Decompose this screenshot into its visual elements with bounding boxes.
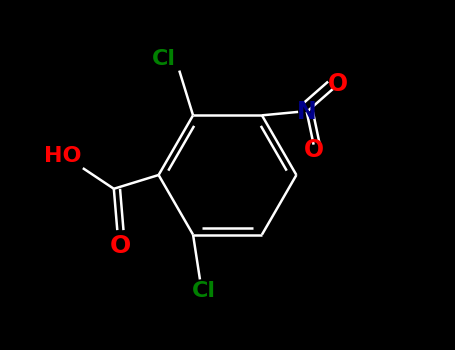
Text: HO: HO xyxy=(44,146,81,166)
Text: Cl: Cl xyxy=(152,49,176,69)
Text: O: O xyxy=(110,233,131,258)
Text: Cl: Cl xyxy=(192,281,215,301)
Text: N: N xyxy=(297,100,317,124)
Text: O: O xyxy=(303,138,324,162)
Text: O: O xyxy=(328,72,348,96)
